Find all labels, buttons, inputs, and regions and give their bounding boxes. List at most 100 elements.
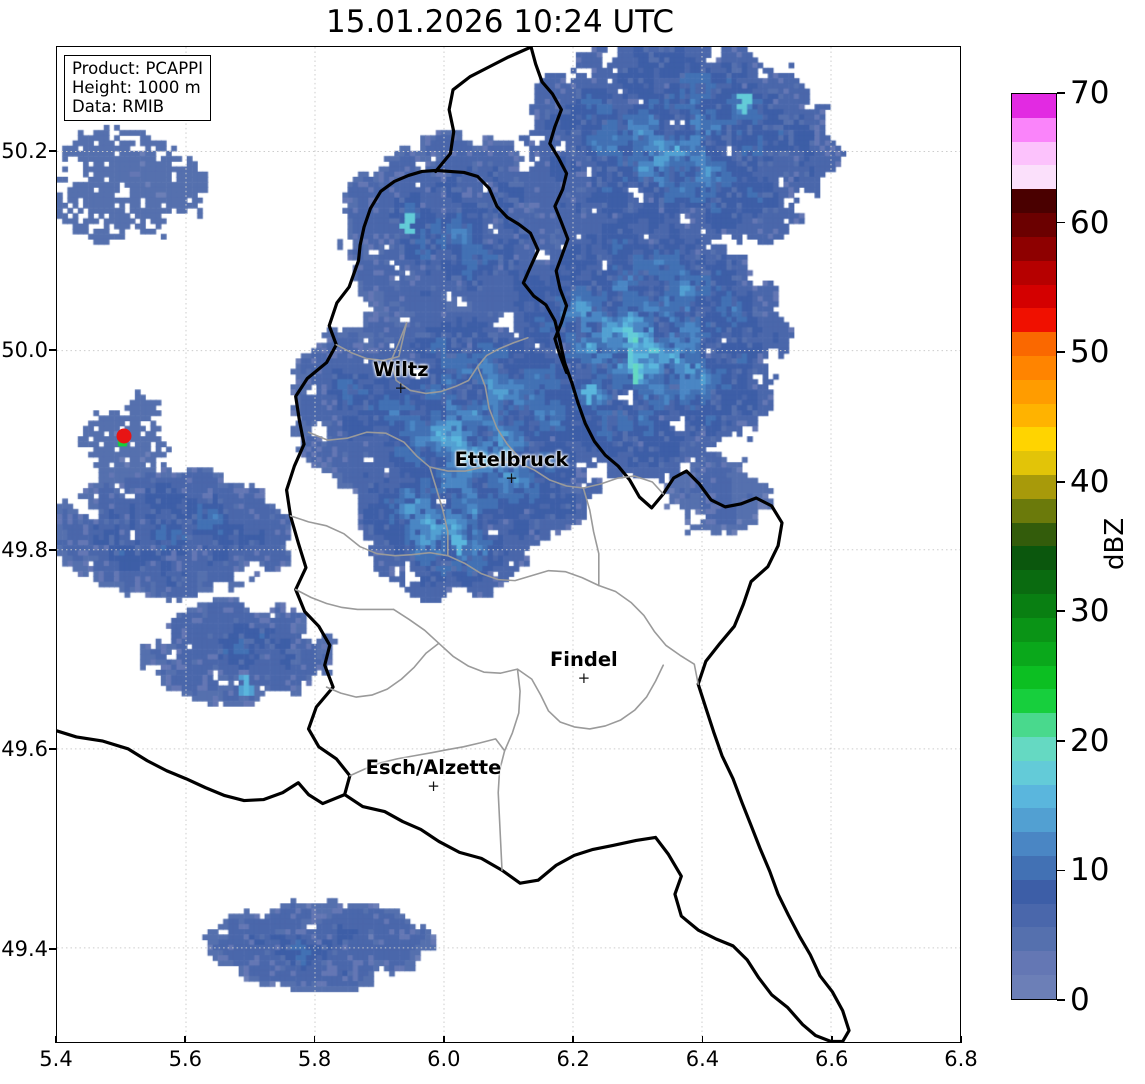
- city-label-esch-alzette: Esch/Alzette +: [365, 756, 502, 796]
- colorbar-segment: [1012, 141, 1056, 166]
- x-axis-tick: [443, 1036, 445, 1043]
- colorbar-segment: [1012, 165, 1056, 190]
- colorbar-tick-label: 40: [1070, 463, 1110, 500]
- city-marker-icon: +: [577, 668, 591, 687]
- y-axis-tick-label: 49.8: [1, 537, 48, 562]
- x-axis-tick-label: 6.6: [815, 1047, 849, 1071]
- region-border-south: [289, 515, 699, 685]
- y-axis-tick: [49, 748, 56, 751]
- colorbar-segment: [1012, 427, 1056, 452]
- colorbar-tick-label: 20: [1070, 722, 1110, 759]
- region-border-wiltz: [335, 321, 408, 362]
- colorbar-segment: [1012, 379, 1056, 404]
- colorbar-segment: [1012, 403, 1056, 428]
- colorbar-segment: [1012, 117, 1056, 142]
- x-axis-tick: [184, 1036, 187, 1043]
- colorbar-tick: [1057, 999, 1065, 1001]
- colorbar-tick: [1057, 869, 1065, 872]
- colorbar-segment: [1012, 665, 1056, 690]
- city-label-ettelbruck: Ettelbruck +: [454, 447, 569, 487]
- colorbar-segment: [1012, 879, 1056, 904]
- x-axis-tick-label: 6.0: [427, 1047, 461, 1071]
- colorbar-segment: [1012, 903, 1056, 928]
- city-name: Wiltz: [373, 357, 429, 381]
- colorbar-segment: [1012, 332, 1056, 356]
- product-info-box: Product: PCAPPI Height: 1000 m Data: RMI…: [64, 55, 211, 122]
- colorbar-tick-label: 30: [1070, 593, 1110, 630]
- colorbar-segment: [1012, 927, 1056, 952]
- colorbar-tick-label: 0: [1070, 982, 1090, 1018]
- x-axis-tick: [830, 1036, 833, 1043]
- colorbar-segment: [1012, 617, 1056, 642]
- national-border-north: [434, 47, 533, 174]
- colorbar-segment: [1012, 736, 1056, 761]
- region-border-east-central: [476, 365, 520, 463]
- x-axis-tick-label: 5.8: [297, 1047, 332, 1071]
- colorbar-tick: [1057, 480, 1065, 483]
- colorbar-tick-label: 70: [1070, 75, 1110, 111]
- colorbar-segment: [1012, 546, 1056, 571]
- colorbar-tick-label: 50: [1070, 334, 1110, 371]
- region-border-esch: [349, 738, 506, 777]
- x-axis-tick-label: 6.8: [944, 1047, 978, 1071]
- region-border-alzette: [428, 466, 449, 557]
- luxembourg-national-border: [284, 168, 851, 1042]
- y-axis-tick-label: 50.0: [1, 338, 48, 363]
- colorbar-tick: [1057, 92, 1065, 94]
- info-data: Data: RMIB: [72, 97, 165, 117]
- colorbar-segment: [1012, 641, 1056, 666]
- info-product: Product: PCAPPI: [72, 59, 203, 78]
- region-border-east-valley: [582, 487, 600, 587]
- colorbar-segment: [1012, 856, 1056, 880]
- colorbar-tick: [1057, 221, 1065, 224]
- colorbar-segment: [1012, 760, 1056, 785]
- city-marker-icon: +: [505, 468, 518, 487]
- colorbar-segment: [1012, 189, 1056, 214]
- colorbar-segment: [1012, 308, 1056, 333]
- x-axis-tick-label: 6.2: [556, 1047, 590, 1071]
- colorbar-segment: [1012, 832, 1056, 856]
- x-axis-tick: [701, 1036, 704, 1043]
- region-border-central: [307, 431, 665, 495]
- x-axis-tick: [55, 1036, 57, 1043]
- x-axis-tick: [313, 1036, 316, 1043]
- city-name: Ettelbruck: [454, 447, 569, 471]
- y-axis-tick-label: 50.2: [1, 138, 48, 163]
- colorbar-segment: [1012, 594, 1056, 618]
- colorbar: [1011, 93, 1057, 1000]
- colorbar-segment: [1012, 355, 1056, 380]
- colorbar-segment: [1012, 522, 1056, 547]
- colorbar-segment: [1012, 951, 1056, 976]
- colorbar-segment: [1012, 784, 1056, 809]
- radar-site-marker: [116, 428, 132, 444]
- y-axis-tick: [49, 349, 56, 352]
- national-border-southwest: [57, 729, 347, 806]
- colorbar-segment: [1012, 570, 1056, 595]
- colorbar-segment: [1012, 260, 1056, 285]
- x-axis-tick: [960, 1036, 962, 1043]
- colorbar-segment: [1012, 689, 1056, 714]
- info-height: Height: 1000 m: [72, 78, 201, 98]
- colorbar-segment: [1012, 94, 1056, 118]
- national-border-east: [529, 47, 570, 375]
- city-marker-icon: +: [427, 777, 440, 796]
- city-name: Findel: [549, 647, 618, 671]
- colorbar-segment: [1012, 284, 1056, 309]
- region-border-centre-south: [392, 608, 665, 730]
- colorbar-segment: [1012, 808, 1056, 833]
- colorbar-tick: [1057, 740, 1065, 742]
- region-border-north: [390, 321, 529, 395]
- region-border-west-south: [294, 588, 395, 611]
- city-label-wiltz: Wiltz +: [373, 357, 429, 395]
- city-label-findel: Findel +: [549, 647, 618, 687]
- radar-plot-area[interactable]: [56, 46, 961, 1043]
- colorbar-tick: [1057, 351, 1065, 353]
- colorbar-segment: [1012, 713, 1056, 737]
- colorbar-segment: [1012, 498, 1056, 523]
- colorbar-segment: [1012, 213, 1056, 237]
- x-axis-tick-label: 5.4: [39, 1047, 73, 1071]
- x-axis-tick-label: 6.4: [685, 1047, 720, 1071]
- region-border-southwest: [325, 642, 440, 698]
- city-name: Esch/Alzette: [365, 756, 502, 780]
